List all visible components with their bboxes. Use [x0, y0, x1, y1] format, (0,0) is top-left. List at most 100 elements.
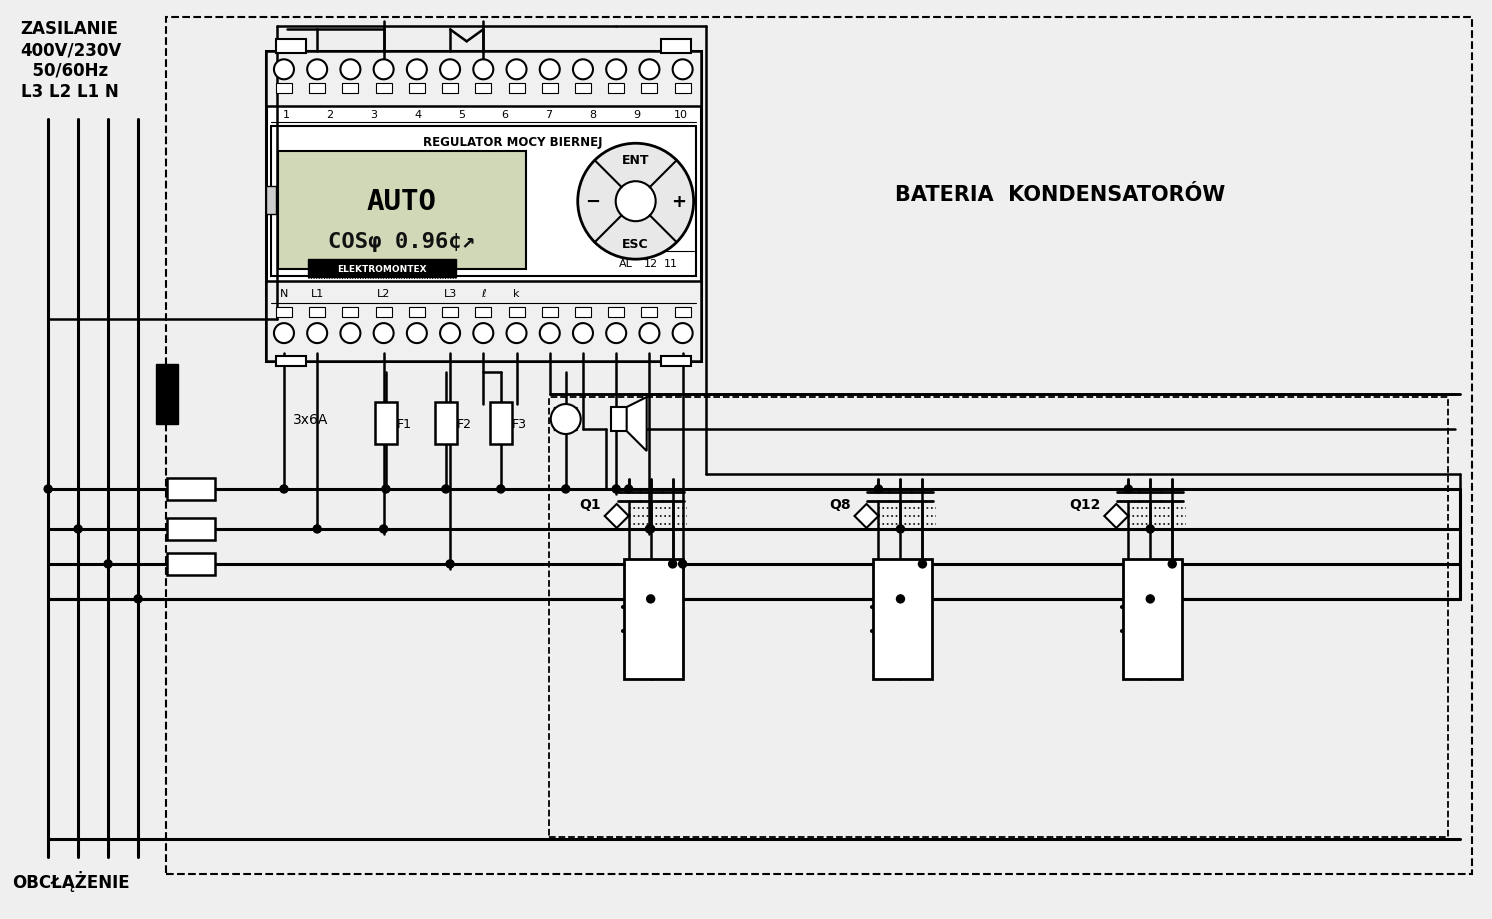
Text: COSφ 0.96¢↗: COSφ 0.96¢↗ — [328, 232, 476, 252]
Circle shape — [440, 61, 460, 80]
Text: 3: 3 — [370, 110, 377, 120]
Circle shape — [1125, 485, 1132, 494]
Text: ENT: ENT — [622, 153, 649, 166]
Text: Q8: Q8 — [830, 497, 850, 511]
Circle shape — [75, 526, 82, 533]
Bar — [376, 85, 391, 94]
Bar — [624, 560, 683, 679]
Circle shape — [382, 485, 389, 494]
Bar — [1123, 560, 1182, 679]
Bar — [266, 52, 701, 108]
Circle shape — [673, 323, 692, 344]
Polygon shape — [604, 505, 628, 528]
Circle shape — [540, 61, 560, 80]
Bar — [642, 308, 658, 318]
Bar — [309, 308, 325, 318]
Text: +: + — [671, 193, 686, 211]
Bar — [342, 85, 358, 94]
Circle shape — [646, 526, 655, 533]
Circle shape — [440, 323, 460, 344]
Bar — [276, 308, 292, 318]
Bar — [574, 308, 591, 318]
Text: L3: L3 — [443, 289, 457, 299]
Text: 7: 7 — [546, 110, 552, 120]
Circle shape — [275, 61, 294, 80]
Circle shape — [446, 561, 454, 568]
Bar — [266, 187, 276, 215]
Circle shape — [646, 526, 653, 533]
Text: AUTO: AUTO — [367, 188, 437, 216]
Text: AL: AL — [619, 259, 633, 269]
Bar — [489, 403, 512, 445]
Circle shape — [280, 485, 288, 494]
Text: 9: 9 — [633, 110, 640, 120]
Circle shape — [646, 596, 655, 603]
Circle shape — [540, 323, 560, 344]
Bar — [509, 85, 525, 94]
Text: 6: 6 — [501, 110, 509, 120]
Text: ELEKTROMONTEX: ELEKTROMONTEX — [337, 265, 427, 273]
Bar — [674, 85, 691, 94]
Circle shape — [1168, 561, 1176, 568]
Bar — [610, 408, 627, 432]
Circle shape — [307, 61, 327, 80]
Bar — [476, 308, 491, 318]
Bar — [266, 52, 701, 362]
Text: ℓ: ℓ — [480, 289, 485, 299]
Circle shape — [407, 61, 427, 80]
Text: N: N — [280, 289, 288, 299]
Circle shape — [379, 526, 388, 533]
Bar — [167, 479, 215, 501]
Bar — [549, 398, 1449, 837]
Circle shape — [373, 61, 394, 80]
Circle shape — [307, 323, 327, 344]
Text: BATERIA  KONDENSATORÓW: BATERIA KONDENSATORÓW — [895, 185, 1225, 205]
Text: 1: 1 — [282, 110, 289, 120]
Circle shape — [473, 323, 494, 344]
Circle shape — [919, 561, 927, 568]
Bar — [609, 308, 624, 318]
Text: 10: 10 — [674, 110, 688, 120]
Circle shape — [573, 323, 592, 344]
Circle shape — [640, 61, 659, 80]
Text: F3: F3 — [512, 417, 527, 430]
Bar — [661, 40, 691, 54]
Text: 12: 12 — [643, 259, 658, 269]
Bar — [167, 518, 215, 540]
Text: F1: F1 — [397, 417, 412, 430]
Bar — [642, 85, 658, 94]
Bar — [157, 365, 178, 425]
Circle shape — [104, 561, 112, 568]
Bar — [309, 85, 325, 94]
Text: L1: L1 — [310, 289, 324, 299]
Polygon shape — [627, 398, 646, 451]
Bar — [476, 85, 491, 94]
Circle shape — [640, 323, 659, 344]
Circle shape — [473, 61, 494, 80]
Bar — [574, 85, 591, 94]
Bar — [276, 85, 292, 94]
Text: Q12: Q12 — [1068, 497, 1100, 511]
Polygon shape — [855, 505, 879, 528]
Text: 5: 5 — [458, 110, 466, 120]
Circle shape — [442, 485, 449, 494]
Circle shape — [673, 61, 692, 80]
Circle shape — [1146, 596, 1155, 603]
Text: 4: 4 — [413, 110, 421, 120]
Text: 8: 8 — [589, 110, 597, 120]
Text: OBCŁĄŻENIE: OBCŁĄŻENIE — [12, 869, 130, 891]
Bar — [374, 403, 397, 445]
Text: 3x6A: 3x6A — [294, 413, 328, 426]
Bar — [272, 127, 695, 277]
Bar — [434, 403, 457, 445]
Circle shape — [313, 526, 321, 533]
Bar — [873, 560, 932, 679]
Circle shape — [506, 323, 527, 344]
Text: REGULATOR MOCY BIERNEJ: REGULATOR MOCY BIERNEJ — [422, 136, 603, 149]
Circle shape — [606, 323, 627, 344]
Circle shape — [551, 404, 580, 435]
Text: ESC: ESC — [622, 237, 649, 250]
Text: 11: 11 — [664, 259, 677, 269]
Text: ZASILANIE
400V/230V
  50/60Hz
L3 L2 L1 N: ZASILANIE 400V/230V 50/60Hz L3 L2 L1 N — [21, 20, 122, 101]
Circle shape — [340, 323, 361, 344]
